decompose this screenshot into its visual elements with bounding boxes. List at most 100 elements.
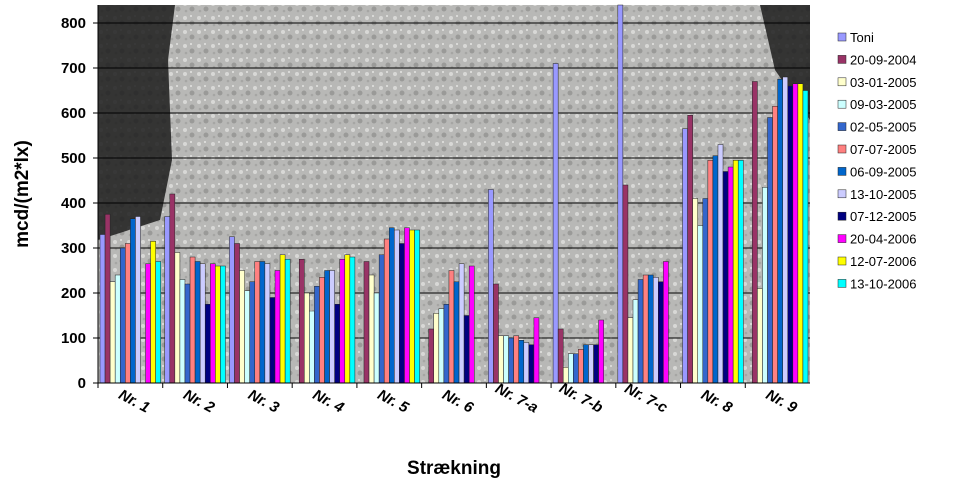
bar xyxy=(309,310,315,384)
bar xyxy=(533,317,540,384)
bar xyxy=(194,261,201,384)
bar xyxy=(399,243,405,384)
legend-label: 13-10-2006 xyxy=(850,276,917,291)
legend-swatch xyxy=(837,189,847,199)
bar xyxy=(234,243,240,384)
bar xyxy=(414,229,420,384)
bar xyxy=(707,160,714,384)
bar xyxy=(155,261,161,384)
bar xyxy=(174,252,181,384)
bar xyxy=(104,214,111,384)
x-tick-label: Nr. 3 xyxy=(245,386,282,417)
bar xyxy=(663,261,669,384)
bar xyxy=(389,227,395,384)
bar xyxy=(583,344,589,384)
bar xyxy=(298,259,305,384)
legend-swatch xyxy=(837,144,847,154)
bar xyxy=(254,261,261,384)
legend-swatch xyxy=(837,122,847,131)
bar xyxy=(697,225,704,384)
bar xyxy=(458,263,465,384)
bar xyxy=(757,288,763,384)
legend-label: 09-03-2005 xyxy=(850,97,917,112)
bar xyxy=(767,117,773,384)
bar xyxy=(284,259,291,384)
y-tick-label: 400 xyxy=(61,195,86,212)
bar xyxy=(712,155,719,384)
bar xyxy=(642,274,649,384)
bar xyxy=(627,317,634,384)
bar xyxy=(617,4,624,384)
y-axis-label: mcd/(m2*lx) xyxy=(12,140,33,248)
bar xyxy=(324,270,330,384)
bar xyxy=(329,270,335,384)
legend-swatch xyxy=(837,167,847,176)
bar xyxy=(498,335,504,384)
legend-swatch xyxy=(837,279,847,288)
x-tick-label: Nr. 7-c xyxy=(622,380,671,417)
bar xyxy=(314,286,320,384)
legend-label: 13-10-2005 xyxy=(850,187,917,202)
bar xyxy=(428,328,435,384)
bar xyxy=(109,281,116,384)
bar xyxy=(135,216,141,384)
bar xyxy=(438,308,445,384)
bar xyxy=(125,243,131,384)
legend-swatch xyxy=(837,99,847,109)
bar xyxy=(557,328,564,384)
bar xyxy=(404,227,410,384)
bar xyxy=(409,229,415,384)
bar xyxy=(797,83,804,384)
bar xyxy=(339,259,346,384)
bar xyxy=(373,292,380,384)
bar xyxy=(249,281,256,384)
y-tick-label: 500 xyxy=(61,150,86,167)
legend-swatch xyxy=(837,256,847,266)
x-tick-label: Nr. 7-b xyxy=(556,380,605,417)
y-tick-label: 600 xyxy=(61,105,86,122)
legend-label: 02-05-2005 xyxy=(850,120,917,135)
bar xyxy=(279,254,286,384)
bar xyxy=(114,274,121,384)
bar xyxy=(169,193,176,384)
bar xyxy=(513,335,519,384)
bar xyxy=(493,283,499,384)
legend-swatch xyxy=(837,211,847,221)
x-tick-label: Nr. 5 xyxy=(375,386,412,417)
bar xyxy=(259,261,266,384)
x-axis-label: Strækning xyxy=(407,458,501,479)
x-tick-label: Nr. 2 xyxy=(180,386,217,417)
x-tick-label: Nr. 8 xyxy=(698,386,735,417)
legend: Toni 20-09-2004 03-01-2005 09-03-2005 02-05-… xyxy=(837,30,917,291)
legend-label: 06-09-2005 xyxy=(850,164,917,179)
y-tick-label: 0 xyxy=(78,375,86,392)
bar xyxy=(632,299,639,384)
legend-swatch xyxy=(837,55,847,64)
bar xyxy=(578,349,584,384)
bar xyxy=(349,256,356,384)
bar xyxy=(752,81,758,384)
y-tick-label: 100 xyxy=(61,330,86,347)
bar xyxy=(269,297,276,384)
bar xyxy=(319,277,325,384)
legend-label: 07-12-2005 xyxy=(850,209,917,224)
x-tick-label: Nr. 7-a xyxy=(492,380,540,417)
legend-swatch xyxy=(837,32,847,42)
bar xyxy=(119,247,126,384)
bar xyxy=(443,304,450,384)
bar xyxy=(573,353,579,384)
bar xyxy=(204,304,211,384)
bar xyxy=(244,290,250,384)
y-tick-label: 300 xyxy=(61,240,86,257)
bar xyxy=(727,166,734,384)
bar xyxy=(523,342,530,384)
bar xyxy=(682,128,688,384)
bar xyxy=(130,218,136,384)
bar xyxy=(593,344,599,384)
bar xyxy=(199,263,206,384)
bar xyxy=(334,304,340,384)
bar xyxy=(598,319,604,384)
y-tick-label: 700 xyxy=(61,60,86,77)
bar xyxy=(782,76,789,384)
